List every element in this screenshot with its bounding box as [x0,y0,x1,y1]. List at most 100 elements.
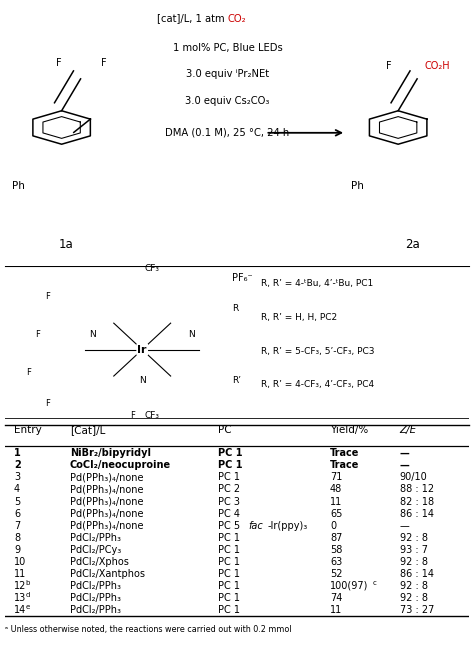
Text: Z/E: Z/E [400,425,417,435]
Text: 1a: 1a [59,238,74,251]
Text: Ph: Ph [12,181,25,191]
Text: NiBr₂/bipyridyl: NiBr₂/bipyridyl [70,448,151,458]
Text: 92 : 8: 92 : 8 [400,581,428,591]
Text: 13: 13 [14,593,26,603]
Text: Ph: Ph [351,181,364,191]
Text: 12: 12 [14,581,27,591]
Text: PdCl₂/PPh₃: PdCl₂/PPh₃ [70,581,121,591]
Text: 82 : 18: 82 : 18 [400,497,434,507]
Text: —: — [400,460,410,470]
Text: N: N [139,376,146,384]
Text: PC 1: PC 1 [219,448,243,458]
Text: PC 1: PC 1 [219,557,240,567]
Text: F: F [56,58,62,68]
Text: Trace: Trace [330,448,359,458]
Text: 3.0 equiv ⁱPr₂NEt: 3.0 equiv ⁱPr₂NEt [186,69,269,80]
Text: d: d [25,592,29,598]
Text: Pd(PPh₃)₄/none: Pd(PPh₃)₄/none [70,485,143,495]
Text: CF₃: CF₃ [144,264,159,273]
Text: 73 : 27: 73 : 27 [400,605,434,615]
Text: 14: 14 [14,605,26,615]
Text: CoCl₂/neocuproine: CoCl₂/neocuproine [70,460,171,470]
Text: CO₂: CO₂ [228,13,246,24]
Text: PC 1: PC 1 [219,569,240,579]
Text: 2: 2 [14,460,21,470]
Text: 7: 7 [14,521,20,531]
Text: 11: 11 [330,605,342,615]
Text: 100(97): 100(97) [330,581,368,591]
Text: PC 1: PC 1 [219,533,240,542]
Text: Ir: Ir [137,345,147,355]
Text: —: — [400,448,410,458]
Text: 58: 58 [330,544,342,554]
Text: 86 : 14: 86 : 14 [400,569,434,579]
Text: R’: R’ [232,376,241,384]
Text: 5: 5 [14,497,20,507]
Text: F: F [45,398,50,408]
Text: 0: 0 [330,521,336,531]
Text: PC 1: PC 1 [219,593,240,603]
Text: F: F [45,291,50,301]
Text: ᵃ Unless otherwise noted, the reactions were carried out with 0.2 mmol: ᵃ Unless otherwise noted, the reactions … [5,625,292,634]
Text: c: c [372,580,376,586]
Text: 90/10: 90/10 [400,472,428,483]
Text: R, R’ = H, H, PC2: R, R’ = H, H, PC2 [261,313,337,322]
Text: e: e [25,604,29,610]
Text: 88 : 12: 88 : 12 [400,485,434,495]
Text: 86 : 14: 86 : 14 [400,509,434,519]
Text: PdCl₂/PPh₃: PdCl₂/PPh₃ [70,593,121,603]
Text: PC 1: PC 1 [219,544,240,554]
Text: 92 : 8: 92 : 8 [400,557,428,567]
Text: b: b [25,580,29,586]
Text: 3.0 equiv Cs₂CO₃: 3.0 equiv Cs₂CO₃ [185,96,270,106]
Text: [cat]/L, 1 atm: [cat]/L, 1 atm [157,13,228,24]
Text: 52: 52 [330,569,342,579]
Text: Pd(PPh₃)₄/none: Pd(PPh₃)₄/none [70,472,143,483]
Text: 87: 87 [330,533,342,542]
Text: F: F [386,60,392,70]
Text: Yield/%: Yield/% [330,425,368,435]
Text: 63: 63 [330,557,342,567]
Text: 4: 4 [14,485,20,495]
Text: N: N [188,330,195,339]
Text: R: R [232,304,238,313]
Text: R, R’ = 5-CF₃, 5’-CF₃, PC3: R, R’ = 5-CF₃, 5’-CF₃, PC3 [261,347,374,356]
Text: PC 3: PC 3 [219,497,240,507]
Text: PdCl₂/PPh₃: PdCl₂/PPh₃ [70,533,121,542]
Text: PC 4: PC 4 [219,509,240,519]
Text: PdCl₂/PPh₃: PdCl₂/PPh₃ [70,605,121,615]
Text: 92 : 8: 92 : 8 [400,533,428,542]
Text: F: F [101,58,107,68]
Text: CO₂H: CO₂H [424,60,450,70]
Text: [Cat]/L: [Cat]/L [70,425,105,435]
Text: PC 1: PC 1 [219,581,240,591]
Text: PC 2: PC 2 [219,485,240,495]
Text: fac: fac [248,521,264,531]
Text: Pd(PPh₃)₄/none: Pd(PPh₃)₄/none [70,497,143,507]
Text: F: F [36,330,40,339]
Text: 48: 48 [330,485,342,495]
Text: F: F [26,368,31,377]
Text: 74: 74 [330,593,342,603]
Text: 8: 8 [14,533,20,542]
Text: PC 5: PC 5 [219,521,244,531]
Text: —: — [400,521,410,531]
Text: R, R’ = 4-ᵗBu, 4’-ᵗBu, PC1: R, R’ = 4-ᵗBu, 4’-ᵗBu, PC1 [261,280,373,288]
Text: PdCl₂/Xantphos: PdCl₂/Xantphos [70,569,145,579]
Text: 11: 11 [14,569,26,579]
Text: 6: 6 [14,509,20,519]
Text: Pd(PPh₃)₄/none: Pd(PPh₃)₄/none [70,521,143,531]
Text: 3: 3 [14,472,20,483]
Text: 65: 65 [330,509,342,519]
Text: PC 1: PC 1 [219,472,240,483]
Text: 93 : 7: 93 : 7 [400,544,428,554]
Text: 1: 1 [14,448,21,458]
Text: 1 mol% PC, Blue LEDs: 1 mol% PC, Blue LEDs [173,42,283,53]
Text: PC 1: PC 1 [219,605,240,615]
Text: 10: 10 [14,557,26,567]
Text: PC: PC [219,425,232,435]
Text: Entry: Entry [14,425,42,435]
Text: 11: 11 [330,497,342,507]
Text: Pd(PPh₃)₄/none: Pd(PPh₃)₄/none [70,509,143,519]
Text: Trace: Trace [330,460,359,470]
